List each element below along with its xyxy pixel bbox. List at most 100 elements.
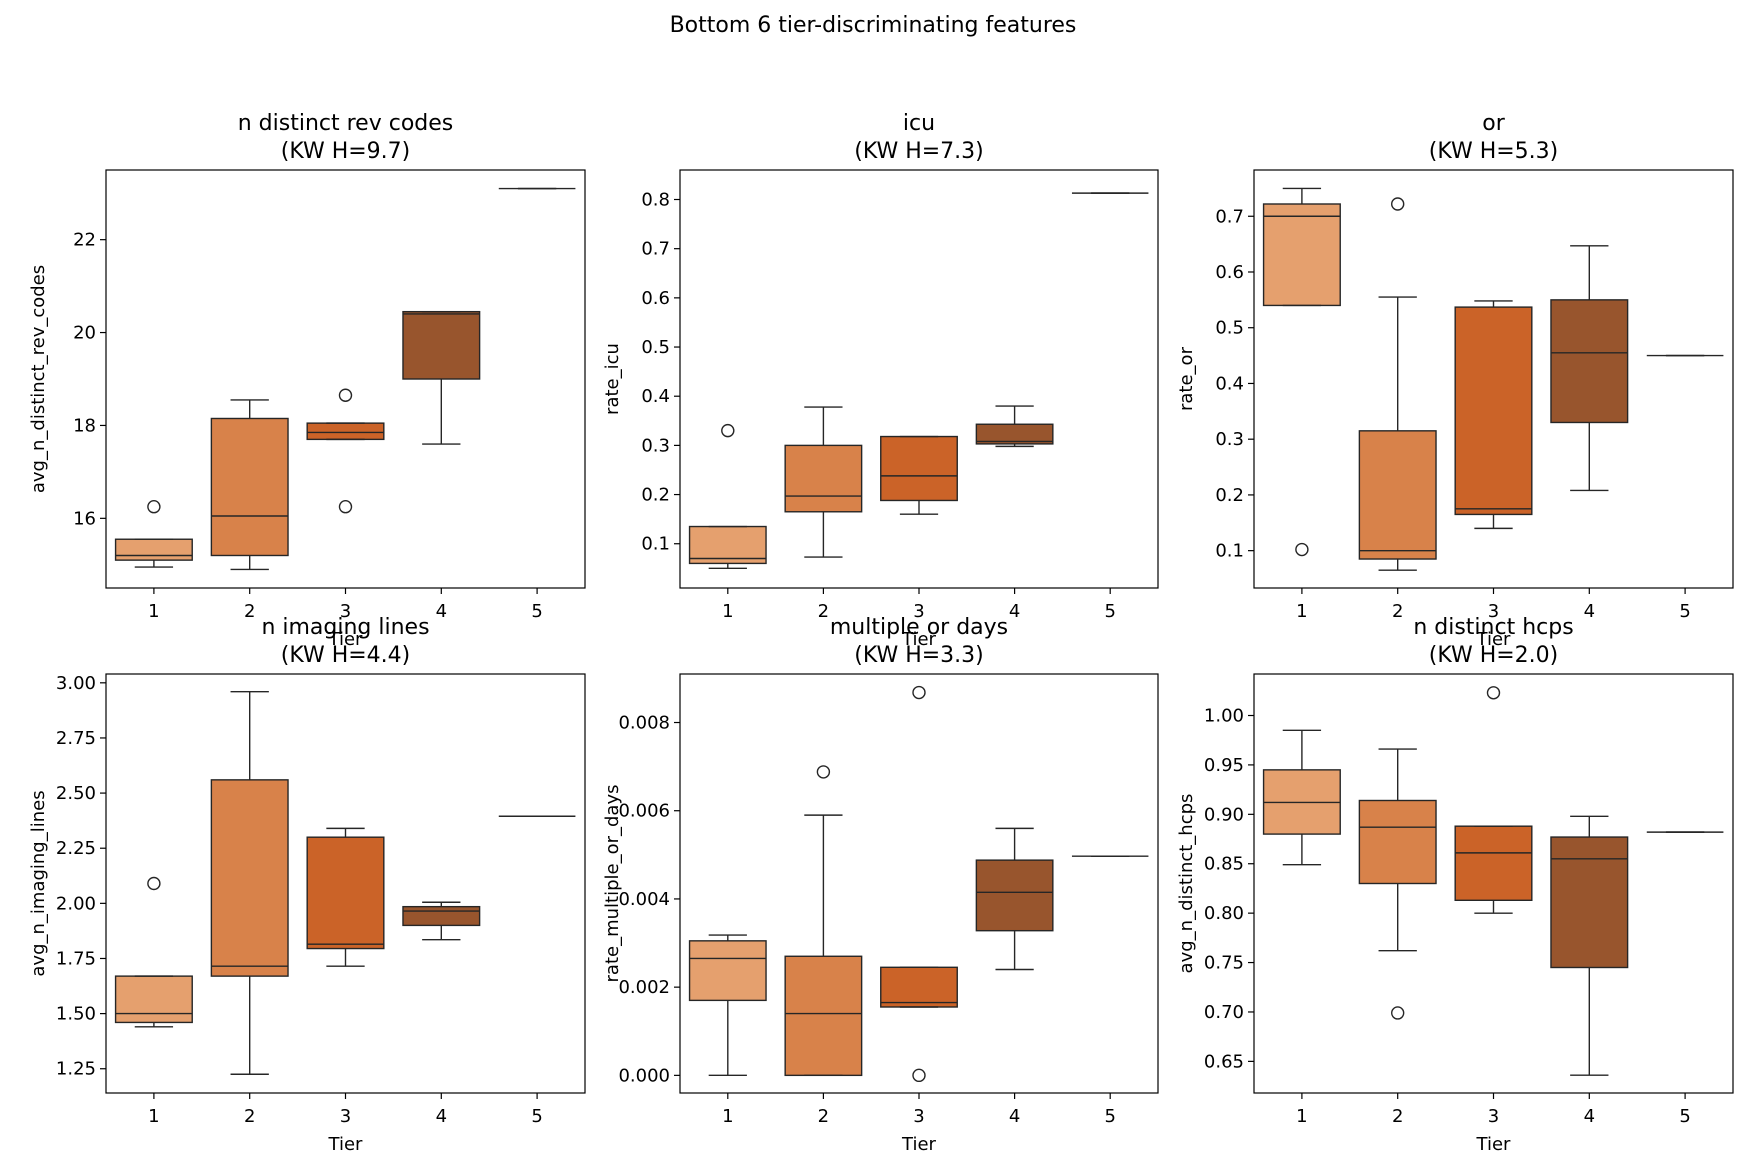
y-tick-label: 0.3 bbox=[1215, 429, 1244, 450]
figure-suptitle: Bottom 6 tier-discriminating features bbox=[670, 13, 1077, 38]
box-iqr bbox=[688, 940, 767, 1002]
box-iqr bbox=[306, 422, 385, 441]
y-tick-label: 0.70 bbox=[1204, 1002, 1244, 1023]
box-tier-2 bbox=[784, 765, 863, 1077]
x-tick-label: 1 bbox=[722, 1106, 733, 1127]
y-tick-label: 16 bbox=[73, 508, 96, 529]
y-tick-label: 0.5 bbox=[1215, 318, 1244, 339]
outlier-point bbox=[1486, 686, 1501, 700]
y-tick-label: 18 bbox=[73, 415, 96, 436]
x-tick-label: 1 bbox=[1296, 601, 1307, 622]
box-iqr bbox=[975, 859, 1054, 932]
box-tier-1 bbox=[114, 500, 193, 568]
box-tier-3 bbox=[880, 685, 958, 1083]
outlier-point bbox=[147, 500, 161, 514]
y-tick-label: 0.002 bbox=[618, 977, 670, 998]
y-tick-label: 0.004 bbox=[618, 889, 670, 910]
y-tick-label: 2.00 bbox=[56, 893, 96, 914]
subplot-title-kw: (KW H=5.3) bbox=[1429, 139, 1559, 164]
x-axis-label: Tier bbox=[901, 1134, 937, 1155]
y-tick-label: 0.008 bbox=[618, 713, 670, 734]
box-iqr bbox=[1262, 203, 1341, 307]
x-tick-label: 2 bbox=[244, 1106, 255, 1127]
box-tier-2 bbox=[210, 690, 289, 1075]
x-axis-label: Tier bbox=[328, 1134, 364, 1155]
y-tick-label: 0.8 bbox=[641, 190, 670, 211]
box-tier-1 bbox=[1262, 729, 1341, 866]
box-iqr bbox=[1358, 799, 1437, 885]
subplot-title: n distinct rev codes bbox=[238, 111, 454, 136]
outlier-point bbox=[338, 388, 353, 402]
axes-frame bbox=[105, 673, 586, 1094]
x-tick-label: 1 bbox=[1296, 1106, 1307, 1127]
y-tick-label: 0.80 bbox=[1204, 903, 1244, 924]
subplot-1: n distinct rev codes (KW H=9.7) 16 18 20 22 1 2… bbox=[28, 111, 586, 650]
axes-frame bbox=[679, 169, 1159, 589]
x-tick-label: 1 bbox=[722, 601, 733, 622]
subplot-title: n imaging lines bbox=[261, 615, 429, 640]
box-iqr bbox=[114, 975, 193, 1024]
y-tick-label: 0.85 bbox=[1204, 854, 1244, 875]
box-tier-4 bbox=[402, 901, 481, 941]
box-iqr bbox=[1358, 430, 1437, 560]
x-tick-label: 2 bbox=[244, 601, 255, 622]
box-tier-2 bbox=[1358, 748, 1437, 1020]
axes-frame bbox=[105, 169, 586, 589]
box-tier-3 bbox=[880, 435, 958, 515]
box-tier-1 bbox=[114, 876, 193, 1028]
axes-frame bbox=[679, 673, 1159, 1094]
subplot-3: or (KW H=5.3) 0.1 0.2 0.3 0.4 0.5 0.6 0.7 1 2 3 4 5 Ti… bbox=[1176, 111, 1734, 650]
y-tick-label: 22 bbox=[73, 230, 96, 251]
y-tick-label: 0.6 bbox=[1215, 262, 1244, 283]
axes-frame bbox=[1253, 169, 1734, 589]
box-tier-4 bbox=[975, 405, 1054, 448]
subplot-title: n distinct hcps bbox=[1413, 615, 1573, 640]
x-axis-label: Tier bbox=[1476, 1134, 1512, 1155]
y-axis-label: rate_multiple_or_days bbox=[602, 785, 623, 983]
y-tick-label: 0.1 bbox=[641, 534, 670, 555]
x-tick-label: 5 bbox=[1104, 1106, 1115, 1127]
x-tick-label: 5 bbox=[531, 601, 542, 622]
subplot-title-kw: (KW H=9.7) bbox=[281, 139, 411, 164]
box-tier-4 bbox=[1550, 245, 1629, 492]
box-tier-2 bbox=[784, 406, 863, 558]
y-tick-label: 0.6 bbox=[641, 288, 670, 309]
outlier-point bbox=[816, 765, 831, 779]
box-iqr bbox=[210, 417, 289, 557]
subplot-title-kw: (KW H=3.3) bbox=[854, 643, 984, 668]
x-tick-label: 3 bbox=[913, 1106, 924, 1127]
y-tick-label: 0.1 bbox=[1215, 541, 1244, 562]
box-tier-3 bbox=[306, 827, 385, 967]
y-tick-label: 0.2 bbox=[1215, 485, 1244, 506]
x-axis-label: Tier bbox=[328, 629, 364, 650]
x-tick-label: 5 bbox=[1104, 601, 1115, 622]
y-tick-label: 0.3 bbox=[641, 435, 670, 456]
subplot-title: icu bbox=[903, 111, 935, 136]
y-tick-label: 0.75 bbox=[1204, 953, 1244, 974]
subplot-title-kw: (KW H=7.3) bbox=[854, 139, 984, 164]
outlier-point bbox=[1295, 542, 1309, 557]
x-tick-label: 4 bbox=[1584, 601, 1595, 622]
box-tier-3 bbox=[306, 388, 385, 514]
x-tick-label: 3 bbox=[340, 1106, 351, 1127]
box-iqr bbox=[402, 310, 481, 380]
subplot-5: multiple or days (KW H=3.3) 0.000 0.002 0.00… bbox=[602, 615, 1159, 1155]
y-tick-label: 0.7 bbox=[1215, 206, 1244, 227]
y-tick-label: 3.00 bbox=[56, 673, 96, 694]
y-axis-label: avg_n_distinct_hcps bbox=[1176, 794, 1197, 974]
box-iqr bbox=[402, 905, 481, 927]
x-axis-label: Tier bbox=[901, 629, 937, 650]
x-tick-label: 2 bbox=[818, 1106, 829, 1127]
box-tier-2 bbox=[210, 399, 289, 571]
box-tier-1 bbox=[688, 423, 767, 570]
y-tick-label: 1.00 bbox=[1204, 706, 1244, 727]
box-tier-3 bbox=[1454, 686, 1533, 914]
x-tick-label: 3 bbox=[913, 601, 924, 622]
subplot-4: n imaging lines (KW H=4.4) 1.25 1.50 1.75 2.0… bbox=[28, 615, 586, 1155]
box-iqr bbox=[784, 955, 863, 1077]
y-tick-label: 0.4 bbox=[641, 386, 670, 407]
box-tier-4 bbox=[402, 310, 481, 445]
x-tick-label: 3 bbox=[1488, 1106, 1499, 1127]
